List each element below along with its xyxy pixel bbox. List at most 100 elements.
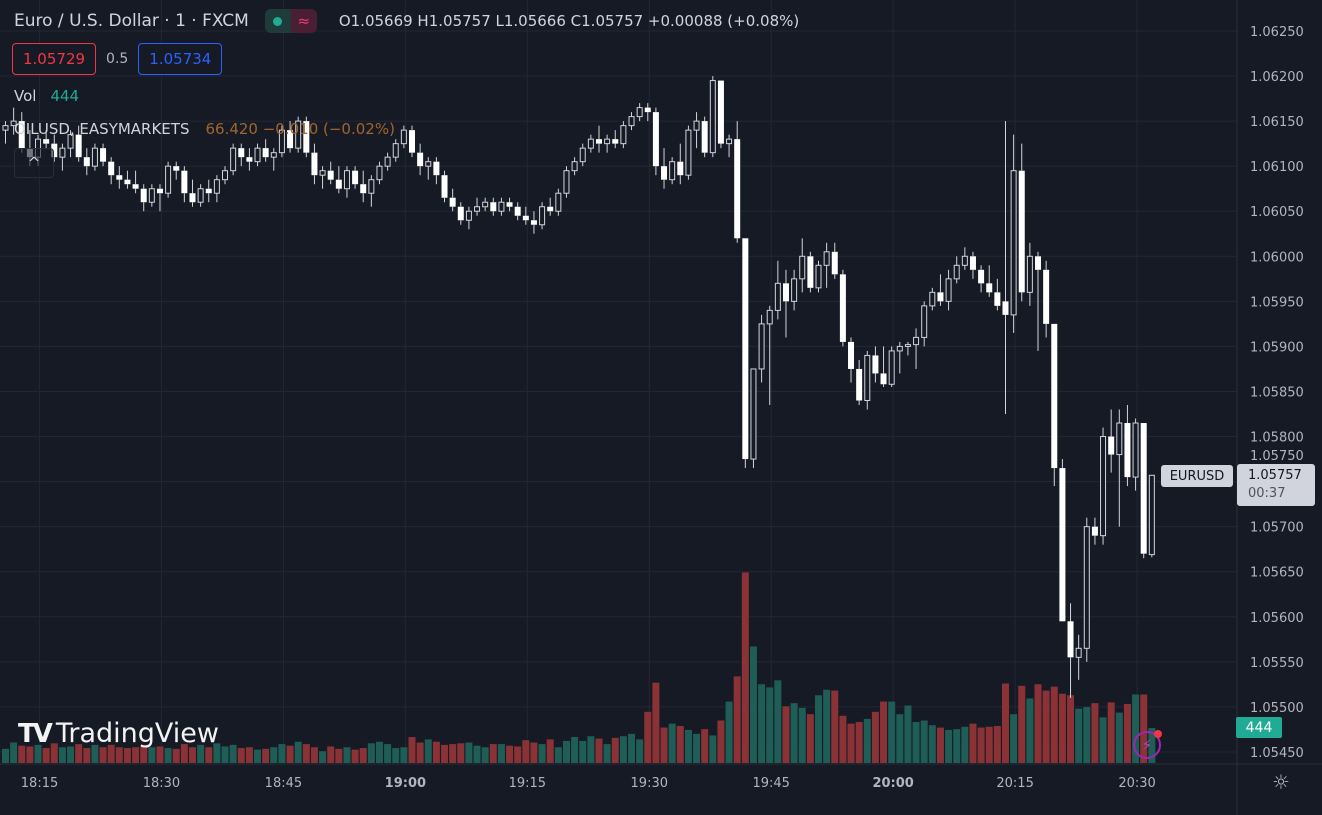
candle-body-up	[465, 210, 472, 221]
market-status[interactable]: ≈	[264, 9, 317, 33]
volume-bar	[245, 747, 253, 763]
volume-bar	[449, 744, 457, 763]
candle-body-up	[222, 170, 229, 181]
candle-body-down	[661, 166, 668, 180]
volume-bar	[888, 701, 896, 763]
candle	[352, 166, 359, 189]
volume-bar	[213, 743, 221, 763]
candle-body-down	[986, 283, 993, 293]
candle	[205, 179, 212, 203]
candle	[522, 206, 529, 225]
volume-bar	[497, 744, 505, 763]
price-tick-label: 1.06200	[1250, 70, 1304, 85]
candle	[343, 166, 350, 198]
price-axis[interactable]: 1.06250 1.06200 1.06150 1.06100 1.06050 1.060…	[1250, 25, 1304, 761]
volume-bar	[432, 741, 440, 763]
candle	[278, 125, 285, 158]
candle-body-down	[83, 157, 90, 167]
volume-bar	[855, 722, 863, 763]
candle	[270, 148, 277, 171]
volume-bar	[351, 749, 359, 763]
volume-bar	[823, 689, 831, 763]
volume-bar	[628, 733, 636, 763]
volume-label: Vol	[14, 87, 37, 105]
candle-body-down	[701, 121, 708, 153]
candle-body-down	[1124, 423, 1131, 478]
candle-body-down	[100, 148, 107, 162]
candle	[132, 170, 139, 194]
candle	[579, 143, 586, 167]
ohlc-values: O1.05669 H1.05757 L1.05666 C1.05757 +0.0…	[338, 12, 800, 30]
candle	[709, 76, 716, 158]
volume-bar	[319, 751, 327, 763]
volume-bar	[343, 747, 351, 763]
candle-body-up	[961, 255, 968, 266]
candle	[108, 157, 115, 185]
collapse-legend-button[interactable]: ^	[14, 148, 54, 178]
candle	[360, 170, 367, 203]
candle-body-down	[1091, 526, 1098, 536]
time-tick-label: 19:45	[752, 776, 789, 791]
candle	[59, 143, 66, 171]
candle	[1043, 260, 1050, 338]
candle-body-down	[311, 152, 318, 176]
candle-body-up	[774, 282, 781, 311]
candle-body-up	[921, 305, 928, 338]
price-tick-label: 1.06150	[1250, 115, 1304, 130]
candle	[937, 274, 944, 306]
candle-body-up	[693, 120, 700, 131]
volume-bar	[660, 727, 668, 763]
candle	[376, 161, 383, 185]
volume-bar	[335, 748, 343, 763]
candle	[140, 184, 147, 212]
volume-bar	[465, 742, 473, 763]
volume-bar	[546, 739, 554, 763]
volume-bar	[636, 739, 644, 763]
candle-body-up	[758, 323, 765, 370]
candle-body-down	[238, 148, 245, 158]
volume-bar	[961, 726, 969, 763]
candle-body-down	[969, 256, 976, 270]
volume-legend[interactable]: Vol 444	[14, 87, 79, 105]
overlay-symbol-legend[interactable]: OILUSD, EASYMARKETS 66.420 −0.010 (−0.02%…	[14, 120, 395, 138]
candle	[823, 242, 830, 288]
candle	[530, 211, 537, 234]
volume-bar	[58, 747, 66, 763]
volume-bar	[164, 748, 172, 763]
symbol-legend: Euro / U.S. Dollar · 1 · FXCM ≈ O1.05669…	[14, 9, 799, 33]
lightning-alert-button[interactable]: ⚡	[1133, 730, 1162, 759]
volume-bar	[896, 714, 904, 763]
volume-bar	[115, 747, 123, 763]
candle-body-up	[1148, 474, 1155, 556]
candle	[1002, 121, 1009, 415]
candle	[1091, 517, 1098, 545]
candle	[1075, 634, 1082, 680]
candle-body-down	[441, 175, 448, 198]
sell-button[interactable]: 1.05729	[12, 43, 97, 75]
buy-button[interactable]: 1.05734	[138, 43, 223, 75]
symbol-title[interactable]: Euro / U.S. Dollar · 1 · FXCM	[14, 11, 249, 31]
volume-bar	[749, 646, 757, 763]
volume-bar	[644, 711, 652, 763]
candle-body-down	[677, 161, 684, 176]
volume-bar	[254, 749, 262, 763]
volume-bar	[790, 703, 798, 763]
candle-body-up	[750, 368, 757, 460]
volume-bar	[1010, 714, 1018, 763]
volume-bar	[1050, 686, 1058, 763]
candle	[701, 116, 708, 158]
candle-body-down	[652, 112, 659, 167]
candle-body-up	[295, 120, 302, 149]
candle	[165, 161, 172, 198]
settings-gear-icon[interactable]: ☼	[1272, 770, 1290, 794]
candle	[661, 148, 668, 189]
candle	[311, 143, 318, 185]
candle	[262, 139, 269, 162]
time-axis[interactable]: 18:15 18:30 18:45 19:00 19:15 19:30 19:45 20:00…	[21, 776, 1156, 791]
time-tick-label: 20:15	[996, 776, 1033, 791]
volume-bar	[985, 726, 993, 763]
candle-body-up	[953, 264, 960, 280]
candle	[1083, 517, 1090, 662]
candle	[815, 260, 822, 293]
